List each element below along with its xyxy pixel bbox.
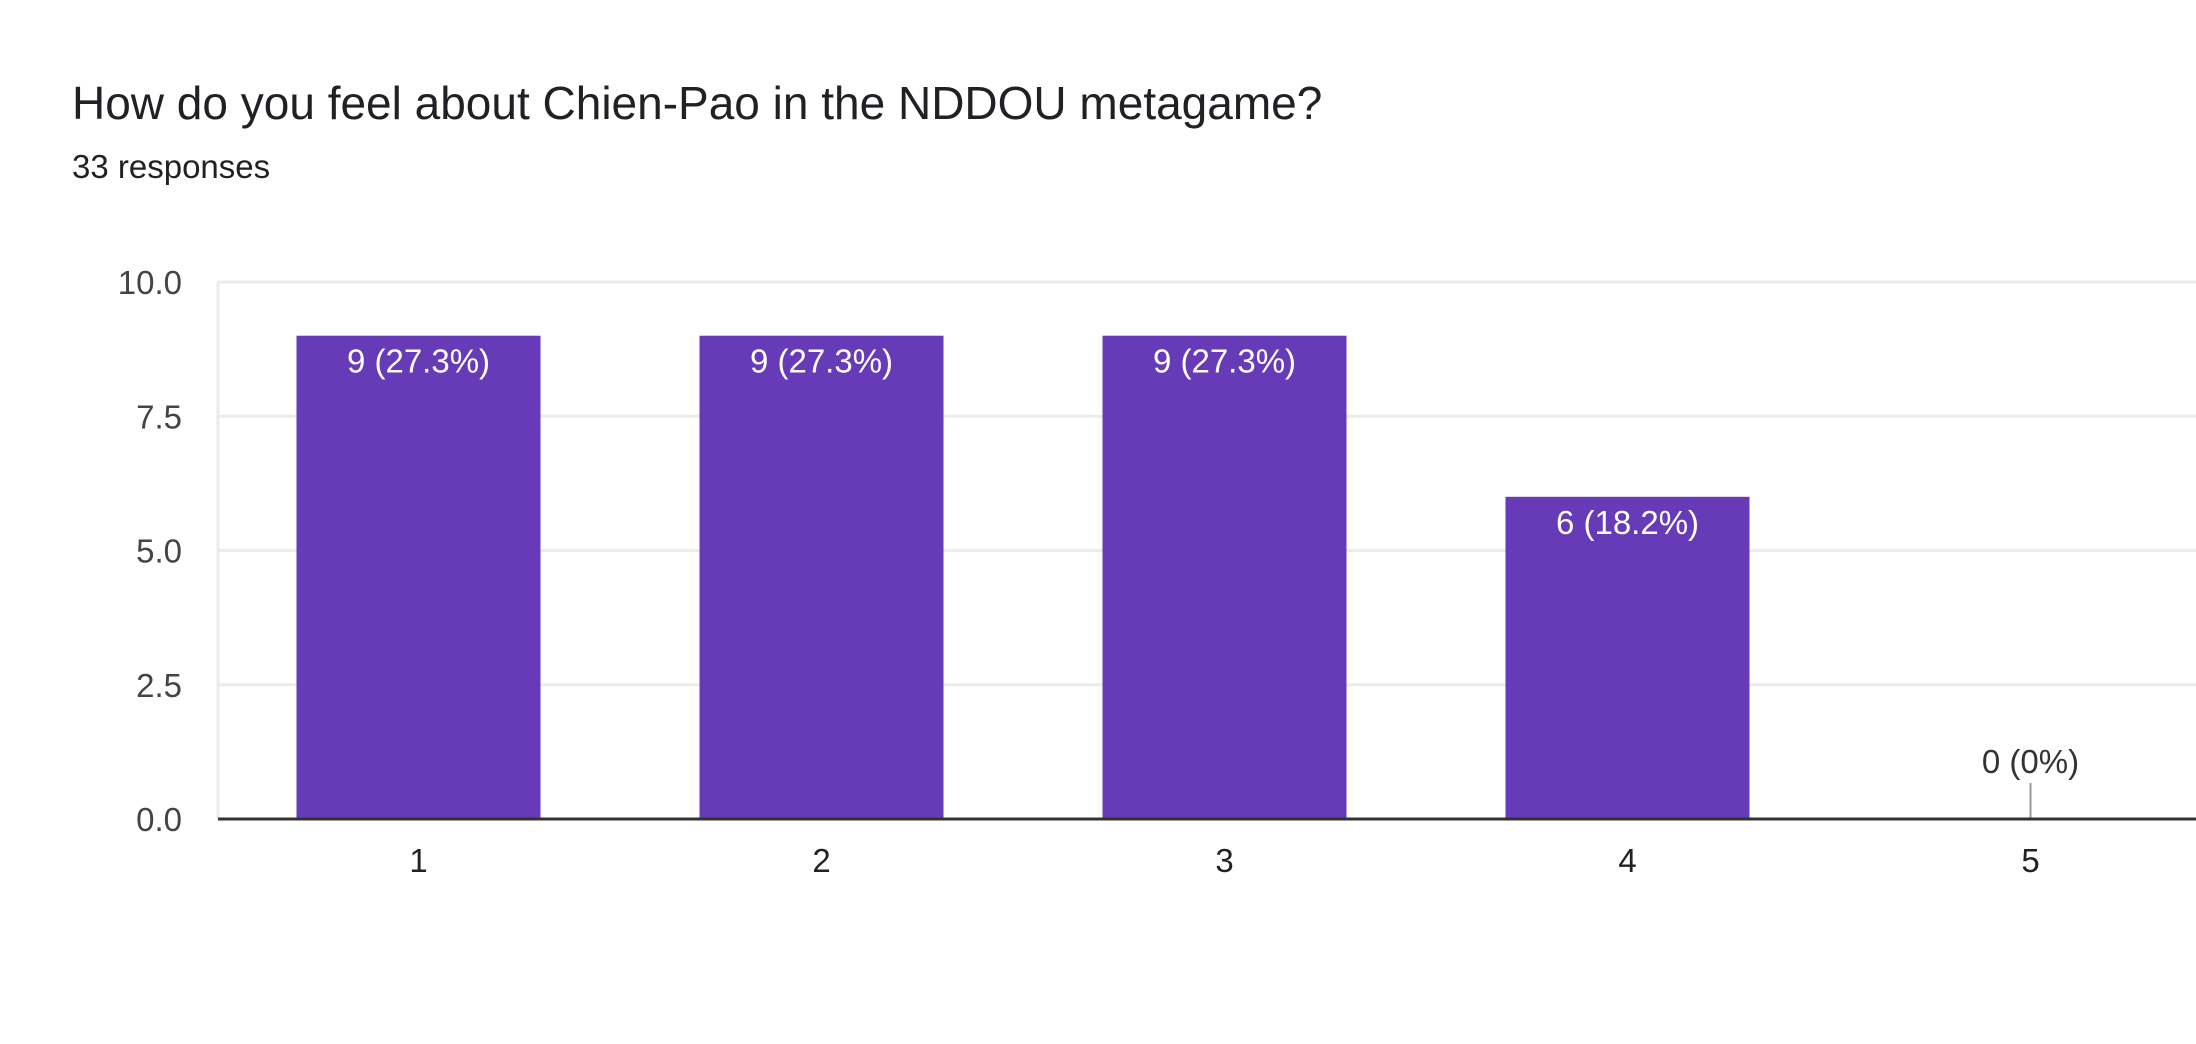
bar-data-label: 6 (18.2%) <box>1556 504 1699 541</box>
bar-2 <box>699 335 944 819</box>
y-tick-label: 0.0 <box>136 801 182 838</box>
data-labels: 9 (27.3%) 9 (27.3%) 9 (27.3%) 6 (18.2%) 0 (0… <box>347 343 2079 780</box>
bar-data-label: 9 (27.3%) <box>347 343 490 380</box>
x-tick-label: 4 <box>1618 842 1636 879</box>
y-tick-label: 7.5 <box>136 398 182 435</box>
bar-1 <box>296 335 541 819</box>
x-tick-label: 2 <box>812 842 830 879</box>
bar-4 <box>1505 496 1750 819</box>
bars <box>296 335 2032 819</box>
bar-3 <box>1102 335 1347 819</box>
x-tick-label: 1 <box>409 842 427 879</box>
y-tick-label: 2.5 <box>136 667 182 704</box>
x-tick-label: 5 <box>2021 842 2039 879</box>
y-tick-label: 5.0 <box>136 533 182 570</box>
question-title: How do you feel about Chien-Pao in the N… <box>72 77 1323 129</box>
response-count: 33 responses <box>72 148 271 185</box>
y-tick-label: 10.0 <box>118 264 182 301</box>
x-tick-label: 3 <box>1215 842 1233 879</box>
bar-data-label: 0 (0%) <box>1982 743 2079 780</box>
bar-data-label: 9 (27.3%) <box>1153 343 1296 380</box>
axes: 0.0 2.5 5.0 7.5 10.0 1 2 3 4 5 <box>118 264 2196 879</box>
bar-data-label: 9 (27.3%) <box>750 343 893 380</box>
